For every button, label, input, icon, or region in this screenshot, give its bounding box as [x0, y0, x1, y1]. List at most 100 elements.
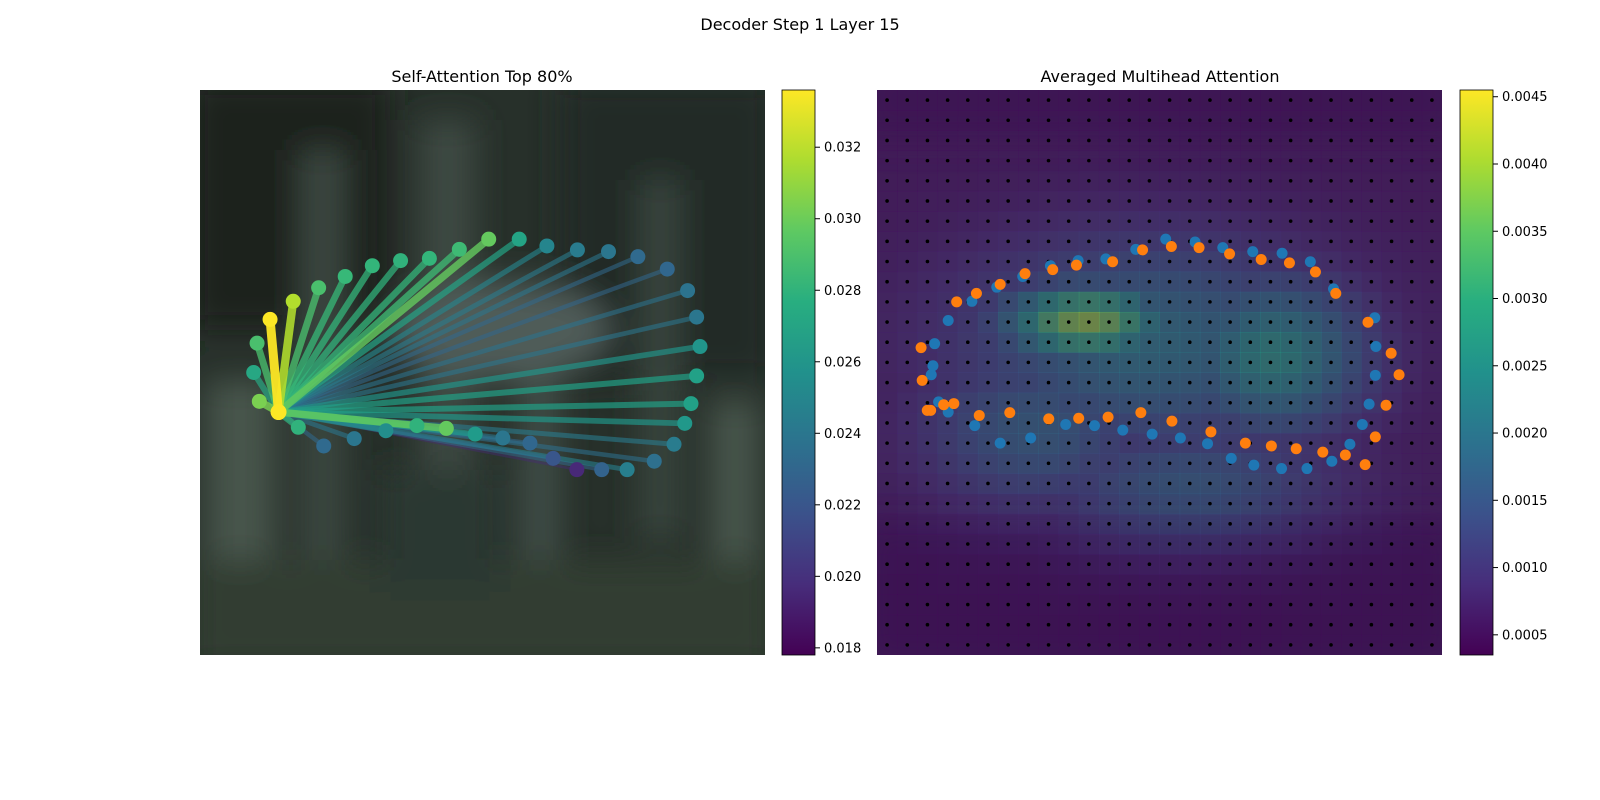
grid-dot	[1066, 118, 1071, 123]
grid-dot	[1228, 441, 1232, 445]
grid-dot	[1389, 340, 1394, 345]
grid-dot	[1208, 179, 1212, 183]
attention-point	[246, 365, 262, 380]
grid-dot	[1309, 400, 1313, 405]
grid-dot	[1208, 219, 1212, 223]
grid-dot	[1349, 179, 1353, 183]
grid-dot	[1066, 138, 1071, 143]
grid-dot	[1208, 158, 1212, 163]
grid-dot	[925, 522, 930, 526]
grid-dot	[1147, 300, 1152, 304]
overlay-point	[994, 437, 1006, 449]
grid-dot	[1187, 320, 1192, 324]
grid-dot	[986, 340, 990, 345]
grid-dot	[1268, 501, 1273, 506]
grid-dot	[1389, 542, 1394, 546]
grid-dot	[1087, 481, 1091, 486]
grid-dot	[885, 219, 889, 223]
grid-dot	[1087, 279, 1091, 284]
grid-dot	[1389, 158, 1394, 163]
grid-dot	[1248, 562, 1253, 566]
grid-dot	[925, 138, 930, 143]
overlay-point	[1102, 411, 1114, 423]
grid-dot	[945, 179, 950, 183]
grid-dot	[945, 118, 950, 123]
grid-dot	[1430, 239, 1434, 244]
grid-dot	[1248, 400, 1253, 405]
grid-dot	[1248, 481, 1253, 486]
colorbar-tick-label: 0.0040	[1502, 157, 1548, 172]
grid-dot	[1288, 501, 1293, 506]
grid-dot	[1369, 380, 1374, 385]
grid-dot	[1409, 622, 1414, 627]
grid-dot	[945, 421, 950, 425]
grid-dot	[986, 643, 990, 647]
grid-dot	[1006, 421, 1010, 425]
grid-dot	[1369, 481, 1374, 486]
grid-dot	[1147, 279, 1152, 284]
grid-dot	[1127, 360, 1132, 365]
grid-dot	[1087, 360, 1091, 365]
grid-dot	[1187, 522, 1192, 526]
grid-dot	[905, 279, 910, 284]
grid-dot	[1147, 118, 1152, 123]
grid-dot	[1268, 481, 1273, 486]
grid-dot	[1228, 562, 1232, 566]
grid-dot	[1107, 239, 1111, 244]
grid-dot	[1248, 239, 1253, 244]
grid-dot	[925, 481, 930, 486]
grid-dot	[1309, 158, 1313, 163]
grid-dot	[1127, 461, 1132, 466]
attention-point	[290, 419, 306, 435]
right-colorbar	[1459, 89, 1494, 656]
grid-dot	[1127, 199, 1132, 203]
grid-dot	[1228, 602, 1232, 607]
grid-dot	[1329, 380, 1333, 385]
grid-dot	[1147, 522, 1152, 526]
grid-dot	[1288, 622, 1293, 627]
grid-dot	[1268, 643, 1273, 647]
grid-dot	[1208, 118, 1212, 123]
grid-dot	[1167, 562, 1172, 566]
grid-dot	[1066, 461, 1071, 466]
grid-dot	[1187, 219, 1192, 223]
attention-point	[630, 249, 646, 265]
grid-dot	[1268, 542, 1273, 546]
attention-point	[659, 261, 675, 277]
grid-dot	[885, 542, 889, 546]
grid-dot	[1127, 441, 1132, 445]
overlay-point	[1043, 413, 1055, 425]
grid-dot	[1389, 622, 1394, 627]
grid-dot	[945, 481, 950, 486]
grid-dot	[1066, 562, 1071, 566]
grid-dot	[1329, 259, 1333, 264]
colorbar-tick-label: 0.032	[824, 141, 861, 156]
grid-dot	[1147, 138, 1152, 143]
grid-dot	[1268, 320, 1273, 324]
overlay-point	[1205, 426, 1217, 438]
grid-dot	[1107, 461, 1111, 466]
grid-dot	[1349, 542, 1353, 546]
grid-dot	[1046, 461, 1051, 466]
grid-dot	[1006, 320, 1010, 324]
grid-dot	[1329, 300, 1333, 304]
grid-dot	[1208, 481, 1212, 486]
grid-dot	[1248, 602, 1253, 607]
grid-dot	[1389, 138, 1394, 143]
grid-dot	[1006, 279, 1010, 284]
grid-dot	[1046, 158, 1051, 163]
grid-dot	[1288, 380, 1293, 385]
grid-dot	[1006, 300, 1010, 304]
grid-dot	[1087, 622, 1091, 627]
grid-dot	[1187, 279, 1192, 284]
grid-dot	[1046, 118, 1051, 123]
grid-dot	[1309, 501, 1313, 506]
grid-dot	[1409, 360, 1414, 365]
grid-dot	[1349, 421, 1353, 425]
attention-point	[666, 436, 682, 452]
grid-dot	[1187, 441, 1192, 445]
grid-dot	[1006, 380, 1010, 385]
grid-dot	[966, 98, 970, 102]
grid-dot	[986, 98, 990, 102]
grid-dot	[986, 421, 990, 425]
